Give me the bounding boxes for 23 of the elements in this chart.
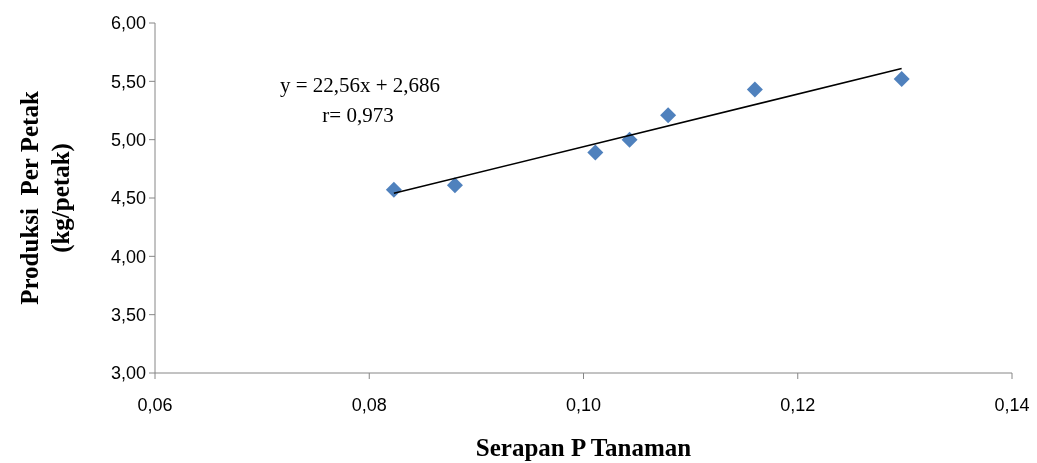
x-tick-label: 0,14 xyxy=(994,395,1030,415)
y-tick-label: 4,00 xyxy=(110,246,146,267)
x-tick-label: 0,10 xyxy=(565,395,602,415)
point xyxy=(621,131,638,148)
point xyxy=(446,177,463,194)
y-tick-label: 4,50 xyxy=(110,188,146,209)
point xyxy=(746,81,763,98)
point xyxy=(587,144,604,161)
point xyxy=(385,181,402,198)
y-tick-label: 6,00 xyxy=(110,13,146,34)
point xyxy=(893,71,910,87)
y-axis-title: Produksi Per Petak (kg/petak) xyxy=(16,91,75,305)
annotation: r= 0,973 xyxy=(322,103,394,127)
y-tick-label: 3,00 xyxy=(110,363,146,384)
x-tick-label: 0,12 xyxy=(780,395,816,415)
x-tick-label: 0,06 xyxy=(137,395,173,415)
annotation: y = 22,56x + 2,686 xyxy=(279,73,441,97)
point xyxy=(660,107,677,124)
x-axis-title: Serapan P Tanaman xyxy=(475,434,692,461)
y-tick-label: 5,00 xyxy=(110,129,146,150)
x-tick-label: 0,08 xyxy=(351,395,387,415)
y-tick-label: 3,50 xyxy=(110,304,146,325)
y-tick-label: 5,50 xyxy=(110,71,146,92)
